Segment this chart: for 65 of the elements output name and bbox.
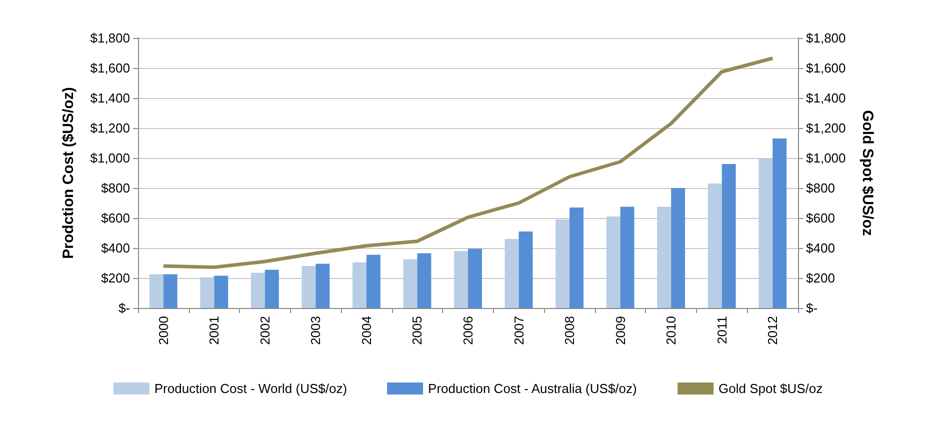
y-tick-label: $1,200 bbox=[90, 120, 130, 136]
y-tick-label: $1,000 bbox=[90, 150, 130, 166]
y2-tick-label: $1,800 bbox=[806, 30, 846, 46]
bar bbox=[518, 232, 533, 308]
bar bbox=[417, 253, 432, 308]
y-tick-label: $1,400 bbox=[90, 90, 130, 106]
bar bbox=[722, 164, 736, 308]
y2-tick-label: $600 bbox=[806, 210, 835, 226]
y2-tick-label: $1,000 bbox=[806, 150, 846, 166]
y2-tick-label: $400 bbox=[806, 240, 835, 256]
x-tick-label: 2000 bbox=[156, 316, 171, 345]
y-tick-label: $400 bbox=[101, 240, 130, 256]
bar bbox=[264, 270, 279, 308]
x-tick-label: 2004 bbox=[358, 316, 374, 345]
x-tick-label: 2007 bbox=[511, 316, 526, 345]
y2-tick-label: $- bbox=[806, 300, 818, 316]
bar bbox=[657, 206, 672, 308]
bar bbox=[620, 206, 634, 308]
y-tick-label: $200 bbox=[101, 270, 130, 286]
y-axis-title: Prodction Cost ($US/oz) bbox=[60, 87, 77, 259]
bar bbox=[570, 208, 584, 308]
bar bbox=[149, 274, 164, 308]
bar bbox=[214, 276, 228, 308]
x-tick-label: 2011 bbox=[714, 316, 730, 344]
x-tick-label: 2002 bbox=[257, 316, 272, 345]
bar bbox=[366, 254, 380, 308]
bar bbox=[352, 262, 366, 308]
bar bbox=[758, 158, 773, 308]
bar bbox=[200, 277, 214, 308]
bar bbox=[403, 259, 418, 308]
legend-label: Production Cost - Australia (US$/oz) bbox=[428, 381, 637, 396]
bar bbox=[504, 239, 519, 308]
y2-tick-label: $1,200 bbox=[806, 120, 846, 136]
y2-axis-title: Gold Spot $US/oz bbox=[859, 110, 876, 236]
x-tick-label: 2001 bbox=[206, 316, 222, 345]
x-tick-label: 2005 bbox=[410, 316, 425, 345]
x-tick-label: 2006 bbox=[460, 316, 476, 345]
bar bbox=[708, 184, 722, 308]
y-tick-label: $1,600 bbox=[90, 60, 130, 76]
x-tick-label: 2010 bbox=[664, 316, 679, 345]
y2-tick-label: $1,600 bbox=[806, 60, 846, 76]
bar bbox=[250, 272, 265, 308]
y-tick-label: $- bbox=[118, 300, 130, 316]
bar bbox=[606, 216, 620, 308]
legend-label: Production Cost - World (US$/oz) bbox=[154, 381, 348, 396]
y2-tick-label: $800 bbox=[806, 180, 835, 196]
line-series bbox=[162, 56, 774, 269]
legend-label: Gold Spot $US/oz bbox=[718, 381, 823, 396]
bar bbox=[468, 248, 482, 308]
bar bbox=[556, 220, 570, 308]
bar bbox=[163, 274, 178, 308]
x-tick-label: 2008 bbox=[562, 316, 578, 345]
x-tick-label: 2012 bbox=[765, 316, 780, 345]
y2-tick-label: $200 bbox=[806, 270, 835, 286]
bar bbox=[454, 251, 468, 308]
bar bbox=[302, 266, 316, 308]
bar bbox=[772, 138, 787, 308]
x-tick-label: 2009 bbox=[612, 316, 628, 345]
y-tick-label: $800 bbox=[101, 180, 130, 196]
bar bbox=[671, 188, 686, 308]
y-tick-label: $1,800 bbox=[90, 30, 130, 46]
bar bbox=[316, 264, 330, 308]
y-tick-label: $600 bbox=[101, 210, 130, 226]
y2-tick-label: $1,400 bbox=[806, 90, 846, 106]
x-tick-label: 2003 bbox=[308, 316, 324, 345]
